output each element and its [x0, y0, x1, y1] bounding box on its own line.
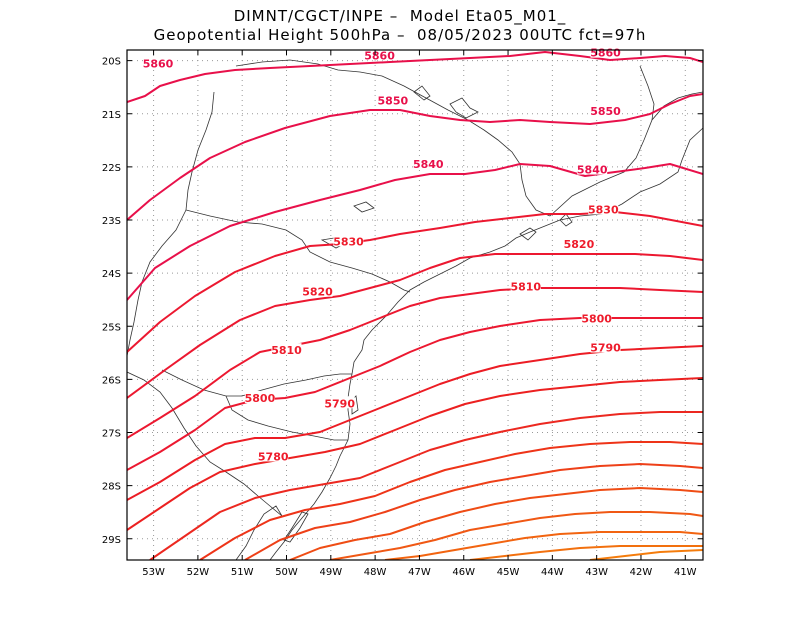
- contour-label-bg: [413, 157, 444, 170]
- ilha-sao-sebastiao: [519, 227, 537, 241]
- contour-label: 5810: [271, 344, 302, 357]
- contour-label-bg: [510, 279, 541, 292]
- lat-tick-label: 27S: [102, 429, 121, 440]
- contour-label-bg: [271, 343, 302, 356]
- contour-label-bg: [588, 202, 619, 215]
- contour-label-bg: [563, 236, 594, 249]
- contour-line-15: [384, 531, 703, 560]
- lat-tick-label: 22S: [102, 163, 121, 174]
- lon-tick-label: 50W: [275, 567, 298, 578]
- lon-tick-label: 44W: [541, 567, 564, 578]
- contour-line-8: [127, 345, 703, 501]
- contour-label: 5840: [577, 164, 608, 177]
- contour-label: 5840: [413, 158, 444, 171]
- contour-line-2: [127, 93, 703, 221]
- contour-line-14: [329, 511, 703, 560]
- contour-line-12: [244, 463, 703, 560]
- contour-label-bg: [244, 390, 275, 403]
- contour-label: 5830: [588, 203, 619, 216]
- contour-line-10: [149, 411, 703, 560]
- lon-tick-label: 42W: [630, 567, 653, 578]
- lat-tick-label: 25S: [102, 322, 121, 333]
- contour-label-bg: [590, 104, 621, 117]
- lon-tick-label: 49W: [320, 567, 343, 578]
- contour-label-bg: [577, 162, 608, 175]
- contour-label-bg: [143, 56, 174, 69]
- lat-tick-label: 29S: [102, 535, 121, 546]
- contour-label: 5790: [590, 342, 621, 355]
- contour-label: 5810: [510, 280, 541, 293]
- contour-line-17: [589, 549, 703, 560]
- lat-tick-label: 21S: [102, 110, 121, 121]
- contour-label: 5780: [258, 450, 289, 463]
- contour-label-bg: [364, 48, 395, 61]
- lon-tick-label: 53W: [142, 567, 165, 578]
- lon-tick-label: 51W: [231, 567, 254, 578]
- contour-label-bg: [324, 396, 355, 409]
- contour-label-bg: [581, 311, 612, 324]
- contour-label-bg: [590, 45, 621, 58]
- lagoa-dos-patos: [283, 511, 309, 543]
- contour-label: 5790: [324, 397, 355, 410]
- lon-tick-label: 47W: [408, 567, 431, 578]
- contour-label-bg: [590, 340, 621, 353]
- contour-label-bg: [258, 449, 289, 462]
- border-mg-sp: [235, 59, 551, 217]
- axis-ticks: 53W 52W 51W 50W 49W 48W 47W 46W 45W 44W 43W 42W 41W 2…: [102, 50, 703, 578]
- border-uruguay: [235, 505, 283, 560]
- contour-line-16: [469, 545, 703, 560]
- contour-label: 5820: [302, 286, 333, 299]
- contour-line-11: [199, 441, 703, 560]
- contour-label: 5820: [564, 238, 595, 251]
- contour-label-bg: [377, 93, 408, 106]
- map-frame: [126, 49, 704, 561]
- border-pr-sc: [161, 369, 352, 397]
- contour-label: 5850: [378, 94, 409, 107]
- lat-tick-label: 20S: [102, 57, 121, 68]
- contour-label: 5850: [590, 105, 621, 118]
- reservoir-1: [449, 97, 479, 119]
- baia-guanabara: [559, 213, 573, 227]
- contour-label: 5830: [333, 235, 364, 248]
- contour-line-5: [127, 253, 703, 399]
- contour-line-13: [289, 487, 703, 560]
- contour-label-bg: [302, 284, 333, 297]
- reservoir-2: [413, 85, 431, 101]
- reservoir-3: [353, 201, 375, 213]
- contour-line-1: [127, 51, 703, 103]
- border-mg-rj-es: [549, 91, 703, 217]
- border-ms-sp: [185, 91, 215, 211]
- lat-tick-label: 23S: [102, 216, 121, 227]
- contour-line-9: [127, 377, 703, 531]
- contour-label-bg: [333, 234, 364, 247]
- contour-label: 5860: [143, 57, 174, 70]
- lon-tick-label: 48W: [364, 567, 387, 578]
- lat-tick-label: 26S: [102, 375, 121, 386]
- chart-title-line-1: DIMNT/CGCT/INPE – Model Eta05_M01_: [233, 7, 567, 25]
- contour-label: 5800: [581, 312, 612, 325]
- contour-label: 5860: [364, 49, 395, 62]
- lon-tick-label: 46W: [452, 567, 475, 578]
- lon-tick-label: 45W: [497, 567, 520, 578]
- lon-tick-label: 43W: [585, 567, 608, 578]
- lat-tick-label: 28S: [102, 482, 121, 493]
- contour-label: 5800: [245, 392, 276, 405]
- contour-label: 5860: [590, 47, 621, 60]
- border-sc-rs: [225, 395, 348, 441]
- lon-tick-label: 52W: [187, 567, 210, 578]
- lon-tick-label: 41W: [674, 567, 697, 578]
- chart-title-line-2: Geopotential Height 500hPa – 08/05/2023 …: [153, 26, 647, 44]
- contour-line-6: [127, 287, 703, 439]
- lat-tick-label: 24S: [102, 269, 121, 280]
- contour-line-3: [127, 163, 703, 301]
